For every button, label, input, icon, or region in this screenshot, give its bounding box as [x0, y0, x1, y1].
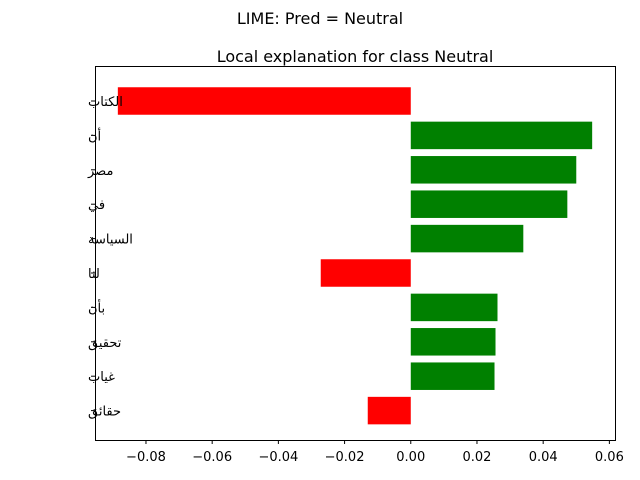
x-tick-label: 0.04	[529, 450, 558, 465]
figure-suptitle: LIME: Pred = Neutral	[237, 9, 403, 28]
bar	[410, 293, 498, 322]
bars-group	[117, 87, 593, 425]
bar	[320, 259, 411, 287]
y-tick-label: غياب	[88, 370, 115, 385]
bar	[367, 396, 411, 425]
axes-frame	[95, 66, 616, 441]
x-tick-label: 0.00	[396, 450, 425, 465]
bar	[410, 224, 524, 253]
x-tick-label: −0.04	[258, 450, 298, 465]
bar	[410, 328, 496, 356]
bar	[117, 87, 411, 115]
y-tick-label: السياسة	[88, 233, 133, 248]
x-tick-label: −0.02	[325, 450, 365, 465]
y-ticks-group: الكتاب أن مصر في السياسة لنا بأن تحقيق غياب حقائق	[87, 95, 133, 420]
y-tick-label: بأن	[88, 298, 105, 316]
x-ticks-group: −0.08 −0.06 −0.04 −0.02 0.00 0.02 0.04 0.06	[126, 440, 624, 465]
x-tick-label: −0.06	[192, 450, 232, 465]
y-tick-label: تحقيق	[88, 336, 122, 351]
y-tick-label: حقائق	[88, 405, 121, 420]
y-tick-label: في	[88, 198, 105, 213]
y-tick-label: الكتاب	[88, 95, 123, 110]
bar	[410, 190, 568, 218]
bar	[410, 156, 577, 184]
y-tick-label: لنا	[88, 267, 100, 282]
bar	[410, 121, 593, 150]
bar	[410, 362, 495, 390]
axes-title: Local explanation for class Neutral	[217, 47, 494, 66]
y-tick-label: مصر	[87, 164, 113, 179]
x-tick-label: −0.08	[126, 450, 166, 465]
x-tick-label: 0.02	[462, 450, 491, 465]
x-tick-label: 0.06	[595, 450, 624, 465]
y-tick-label: أن	[88, 127, 101, 144]
